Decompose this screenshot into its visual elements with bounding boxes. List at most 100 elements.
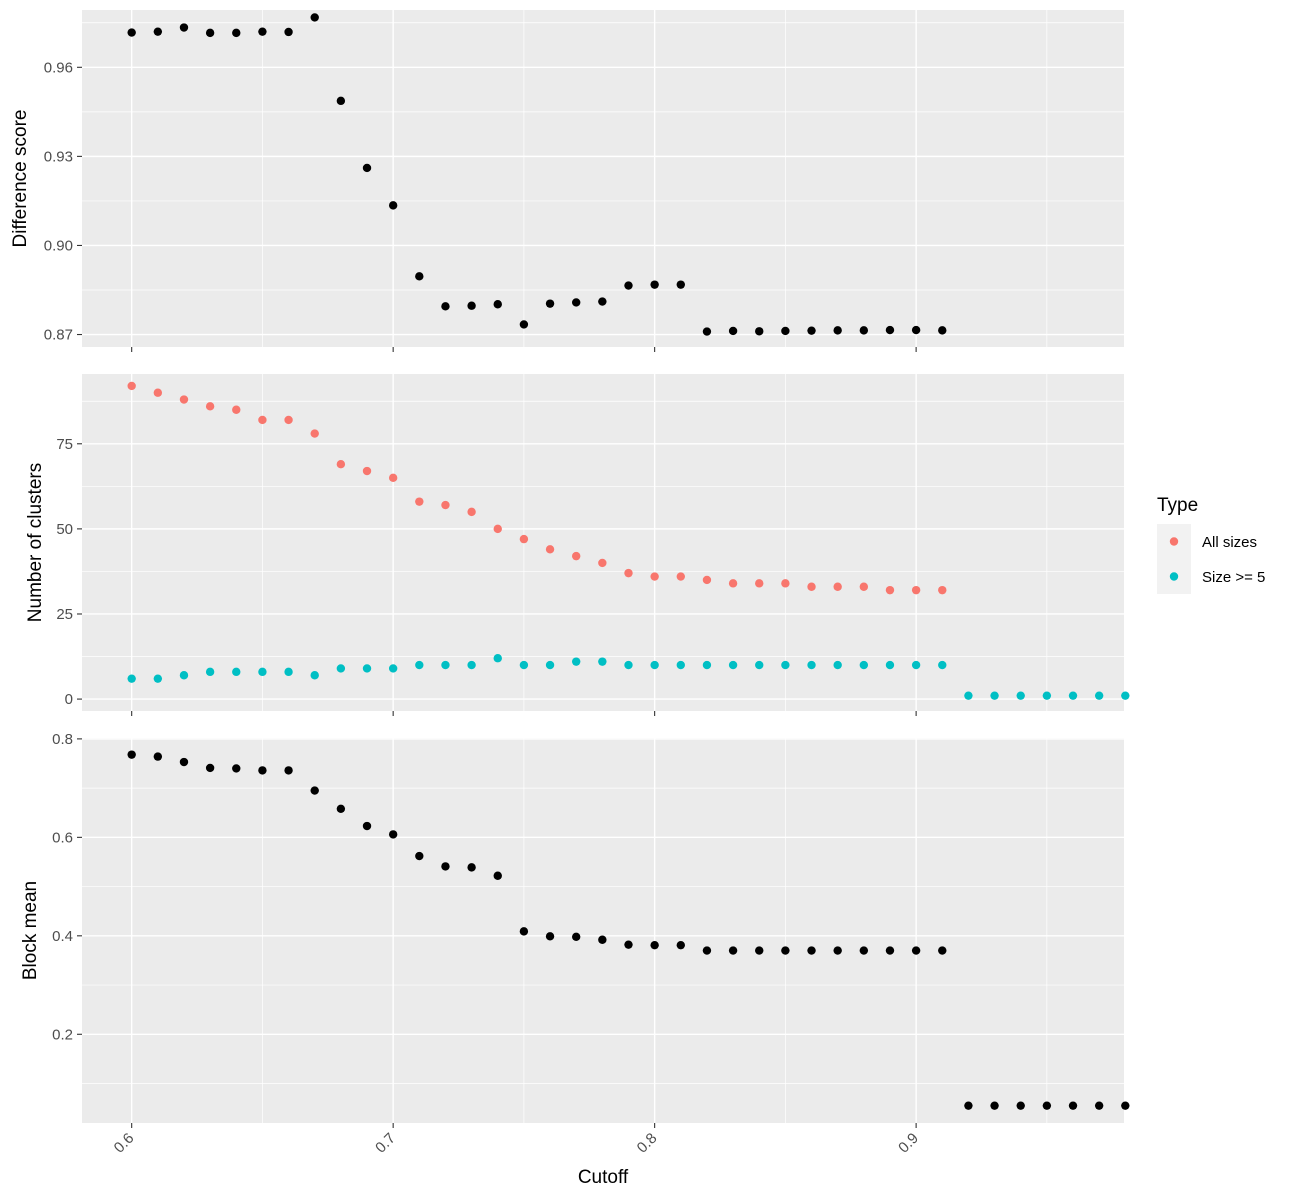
data-point <box>911 660 921 670</box>
data-point <box>911 325 921 335</box>
data-point <box>571 298 581 307</box>
data-point <box>284 27 293 37</box>
data-point <box>467 660 476 670</box>
data-point <box>1042 691 1052 700</box>
data-point <box>702 575 712 585</box>
data-point <box>467 301 476 310</box>
data-point <box>781 660 790 670</box>
data-point <box>415 497 424 506</box>
data-point <box>598 297 607 306</box>
data-point <box>938 946 947 955</box>
data-point <box>179 23 189 32</box>
data-point <box>885 585 895 595</box>
panels: 0.87 0.90 0.93 0.96 Difference score 0 25 50 75 N… <box>10 10 1130 1157</box>
x-tick-label: 0.7 <box>372 1130 399 1157</box>
data-point <box>467 863 476 872</box>
data-point <box>859 660 869 670</box>
data-point <box>833 326 842 335</box>
data-point <box>964 691 973 700</box>
series-1 <box>127 750 1130 1110</box>
data-point <box>545 545 555 554</box>
data-point <box>415 660 424 670</box>
data-point <box>362 664 372 673</box>
data-point <box>1068 1101 1078 1110</box>
data-point <box>153 752 163 761</box>
data-point <box>127 674 136 683</box>
data-point <box>624 660 633 670</box>
data-point <box>728 946 738 955</box>
data-point <box>728 660 738 670</box>
data-point <box>702 327 712 336</box>
data-point <box>807 326 816 335</box>
data-point <box>1094 691 1104 700</box>
data-point <box>415 272 424 281</box>
data-point <box>676 280 685 289</box>
data-point <box>571 932 581 942</box>
data-point <box>284 667 293 677</box>
legend-symbol <box>1169 537 1179 546</box>
data-point <box>336 804 346 813</box>
data-point <box>650 660 659 670</box>
data-point <box>310 429 319 438</box>
data-point <box>755 327 764 336</box>
legend-items: All sizes Size >= 5 <box>1157 524 1265 594</box>
data-point <box>624 281 633 290</box>
data-point <box>650 572 659 581</box>
data-point <box>153 674 163 683</box>
data-point <box>258 415 267 425</box>
y-tick-label: 25 <box>56 606 73 623</box>
data-point <box>624 940 633 949</box>
legend-label: Size >= 5 <box>1202 569 1265 586</box>
data-point <box>232 28 241 38</box>
data-point <box>911 585 921 595</box>
data-point <box>362 821 372 831</box>
y-axis-title: Difference score <box>10 110 31 248</box>
data-point <box>284 415 293 425</box>
data-point <box>938 585 947 595</box>
data-point <box>598 935 607 944</box>
data-point <box>153 27 163 36</box>
data-point <box>598 558 607 568</box>
data-point <box>362 163 372 173</box>
data-point <box>571 551 581 561</box>
legend-title: Type <box>1157 495 1198 516</box>
data-point <box>728 326 738 336</box>
data-point <box>781 946 790 955</box>
y-tick-label: 0.4 <box>52 928 73 945</box>
data-point <box>336 460 346 469</box>
x-tick-label: 0.8 <box>634 1130 661 1157</box>
data-point <box>284 766 293 775</box>
legend: Type All sizes Size >= 5 <box>1157 495 1265 594</box>
data-point <box>205 667 215 677</box>
series-1 <box>127 381 947 595</box>
data-point <box>650 940 659 950</box>
y-tick-label: 0.6 <box>52 829 73 846</box>
data-point <box>441 660 450 670</box>
data-point <box>571 657 581 666</box>
data-point <box>1121 691 1130 700</box>
y-tick-label: 0.90 <box>44 237 73 254</box>
y-axis-title: Number of clusters <box>25 463 46 622</box>
y-axis-title: Block mean <box>20 881 41 980</box>
data-point <box>624 568 633 578</box>
data-point <box>676 660 685 670</box>
data-point <box>755 660 764 670</box>
data-point <box>310 13 319 22</box>
data-point <box>598 657 607 666</box>
data-point <box>885 946 895 955</box>
series-2 <box>127 654 1130 700</box>
data-point <box>1121 1101 1130 1110</box>
data-point <box>441 500 450 510</box>
data-point <box>702 660 712 670</box>
data-point <box>493 654 502 663</box>
data-point <box>885 660 895 670</box>
data-point <box>833 582 842 591</box>
x-tick-label: 0.9 <box>895 1130 922 1157</box>
data-point <box>807 946 816 955</box>
data-point <box>388 664 398 673</box>
data-point <box>1094 1101 1104 1110</box>
legend-label: All sizes <box>1202 534 1257 551</box>
data-point <box>179 671 189 680</box>
x-tick-label: 0.6 <box>111 1130 138 1157</box>
data-point <box>336 664 346 673</box>
